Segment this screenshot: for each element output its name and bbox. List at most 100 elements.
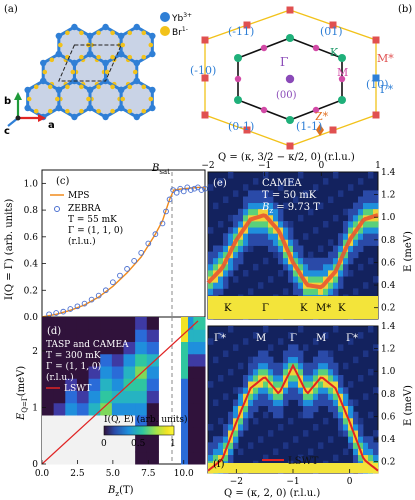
gamma-point — [285, 74, 295, 84]
f-heat-cell — [213, 448, 219, 456]
e-heat-cell — [268, 239, 274, 246]
br-atom — [79, 84, 84, 90]
e-heat-cell — [253, 196, 259, 204]
d-heat-cell — [100, 415, 113, 428]
zebra-point — [166, 196, 173, 203]
f-heat-cell — [258, 375, 264, 382]
f-heat-cell — [368, 326, 374, 333]
yb-atom — [149, 50, 156, 58]
f-heat-cell — [228, 424, 234, 431]
mps-legend: MPS — [68, 191, 89, 201]
yb-atom — [102, 59, 109, 67]
e-heat-cell — [348, 257, 354, 265]
e-heat-cell — [363, 202, 369, 210]
e-heat-cell — [263, 221, 269, 228]
d-heat-cell — [76, 329, 90, 342]
zebra-point — [191, 185, 198, 192]
panel-e-field: B — [261, 202, 269, 213]
f-heat-cell — [328, 393, 334, 400]
e-heat-cell — [293, 251, 299, 259]
f-heat-cell — [343, 399, 349, 407]
f-ytick-label: 1.2 — [381, 345, 395, 355]
f-heat-cell — [248, 399, 254, 407]
e-heat-cell — [338, 233, 344, 240]
panel-c-frame — [41, 169, 206, 318]
f-heat-cell — [293, 387, 299, 394]
f-heat-cell — [253, 393, 259, 400]
f-heat-cell — [268, 375, 274, 382]
f-heat-cell — [353, 417, 359, 425]
f-heat-cell — [343, 430, 349, 437]
d-heat-cell — [100, 341, 113, 355]
e-heat-cell — [368, 239, 374, 246]
br-atom — [141, 108, 147, 114]
e-heat-cell — [293, 282, 299, 289]
yb-atom — [86, 50, 94, 58]
d-heat-cell — [88, 415, 101, 428]
d-heat-cell — [53, 353, 66, 367]
f-heat-cell — [323, 332, 329, 339]
e-heat-cell — [358, 239, 364, 246]
e-heat-cell — [238, 251, 244, 259]
br-atom — [54, 96, 60, 102]
axis-b-head — [14, 92, 22, 100]
e-heat-cell — [263, 227, 269, 234]
d-heat-cell — [146, 390, 159, 404]
f-bottom-tick-label: −1 — [286, 477, 299, 487]
e-heat-cell — [268, 190, 274, 197]
br-legend-dot — [160, 26, 170, 36]
e-heat-cell — [253, 178, 259, 185]
d-heat-cell — [193, 378, 206, 391]
e-heat-cell — [208, 288, 214, 295]
e-heat-cell — [223, 263, 229, 271]
e-heat-cell — [358, 214, 364, 222]
f-heat-cell — [323, 375, 329, 382]
d-heat-cell — [100, 353, 113, 367]
f-heat-cell — [318, 442, 324, 449]
e-heat-cell — [228, 233, 234, 240]
e-heat-cell — [278, 221, 284, 228]
panel-d-units: (r.l.u.) — [46, 372, 74, 383]
f-heat-cell — [278, 338, 284, 345]
f-heat-cell — [363, 442, 369, 449]
f-heat-cell — [313, 387, 319, 394]
e-top-tick-label: 0 — [318, 161, 324, 171]
e-heat-cell — [373, 276, 379, 283]
f-heat-cell — [343, 362, 349, 370]
svg-text:Bz = 9.73 T: Bz = 9.73 T — [261, 202, 320, 215]
k-point — [234, 54, 242, 62]
d-heat-cell — [135, 329, 148, 342]
zebra-point — [198, 187, 205, 193]
lswt-line-d — [41, 320, 199, 465]
d-heat-cell — [88, 390, 101, 404]
br-atom — [86, 96, 91, 102]
panel-d-gamma: Γ = (1, 1, 0) — [46, 361, 101, 372]
e-heat-cell — [283, 221, 289, 228]
e-heat-cell — [348, 221, 354, 228]
f-heat-cell — [233, 399, 239, 407]
e-heat-cell — [233, 276, 239, 283]
axis-b-label: b — [4, 96, 11, 107]
panel-a-legend: Yb3+ Br1- — [160, 12, 192, 38]
brillouin-points — [201, 6, 380, 150]
d-heat-cell — [88, 341, 101, 355]
e-heat-cell — [363, 196, 369, 204]
f-heat-cell — [363, 393, 369, 400]
e-top-tick-label: 1 — [375, 161, 381, 171]
e-heat-cell — [248, 208, 254, 216]
index-0m1: (0-1) — [228, 120, 254, 133]
e-heat-cell — [318, 245, 324, 253]
e-heat-cell — [218, 282, 224, 289]
e-heat-cell — [353, 245, 359, 253]
e-heat-cell — [208, 251, 214, 259]
e-heat-cell — [273, 251, 279, 259]
f-heat-cell — [323, 356, 329, 364]
d-xtick-label: 7.5 — [141, 469, 156, 479]
f-heat-cell — [363, 448, 369, 456]
e-heat-cell — [263, 208, 269, 216]
f-heat-cell — [223, 454, 229, 462]
f-heat-cell — [303, 430, 309, 437]
f-heat-cell — [273, 448, 279, 456]
f-heat-cell — [238, 399, 244, 407]
d-heat-cell — [135, 378, 148, 391]
